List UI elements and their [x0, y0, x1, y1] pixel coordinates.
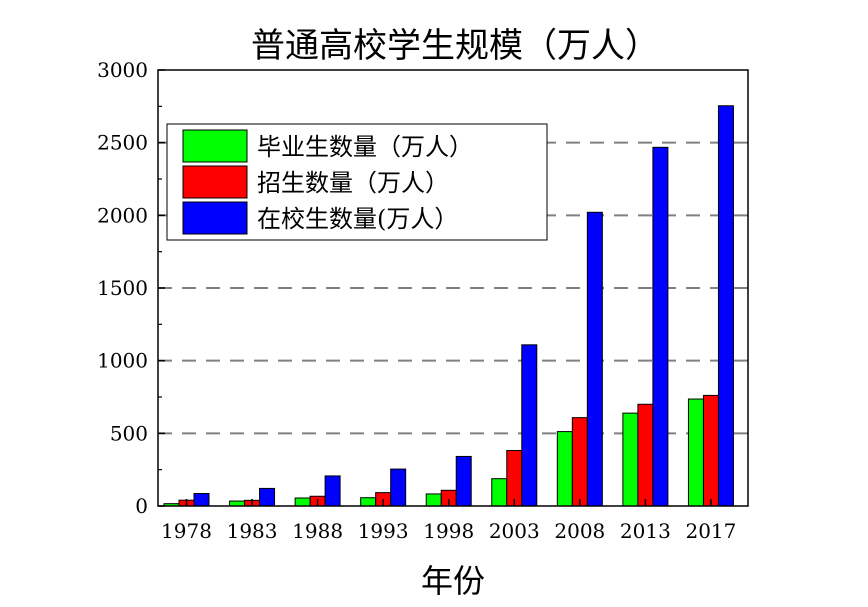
- bar-1-2013: [622, 412, 639, 507]
- y-tick-label: 1000: [97, 349, 148, 373]
- bar-3-2017: [717, 105, 734, 507]
- legend-swatch: [182, 129, 248, 163]
- bar-2-2017: [702, 394, 719, 507]
- chart-title: 普通高校学生规模（万人）: [251, 26, 659, 66]
- y-tick-label: 500: [110, 421, 148, 445]
- bar-1-1993: [360, 497, 377, 507]
- bar-3-1988: [324, 475, 341, 507]
- bar-3-1983: [259, 487, 276, 507]
- y-tick-label: 3000: [97, 58, 148, 82]
- x-axis-label: 年份: [421, 562, 485, 600]
- x-tick-label: 1983: [227, 519, 278, 543]
- y-tick-label: 1500: [97, 276, 148, 300]
- bar-1-2017: [687, 398, 704, 507]
- y-axis: 0 500 1000 1500 2000 2500 3000: [97, 58, 165, 518]
- y-tick-label: 2500: [97, 131, 148, 155]
- x-axis: 1978 1983 1988 1993 1998 2003 2008 2013 2017: [161, 499, 736, 543]
- x-tick-label: 1998: [423, 519, 474, 543]
- bar-1-1988: [294, 497, 311, 507]
- bar-1-2008: [556, 431, 573, 507]
- x-tick-label: 1993: [358, 519, 409, 543]
- bar-3-2008: [586, 211, 603, 507]
- legend-swatch: [182, 201, 248, 235]
- x-tick-label: 2008: [554, 519, 605, 543]
- bar-1-1998: [425, 493, 442, 507]
- x-tick-label: 1978: [161, 519, 212, 543]
- legend-label: 毕业生数量（万人）: [257, 133, 473, 161]
- x-tick-label: 2013: [620, 519, 671, 543]
- y-tick-label: 0: [135, 494, 148, 518]
- legend-label: 在校生数量(万人）: [257, 205, 458, 233]
- bar-2-2013: [637, 403, 654, 507]
- bar-1-2003: [491, 478, 508, 507]
- bar-3-2003: [521, 344, 538, 507]
- x-tick-label: 2003: [489, 519, 540, 543]
- bars: [163, 105, 734, 507]
- legend-swatch: [182, 165, 248, 199]
- x-tick-label: 1988: [292, 519, 343, 543]
- bar-2-2008: [571, 417, 588, 507]
- y-tick-label: 2000: [97, 203, 148, 227]
- legend: 毕业生数量（万人） 招生数量（万人） 在校生数量(万人）: [166, 123, 548, 241]
- legend-label: 招生数量（万人）: [257, 169, 449, 197]
- bar-3-1993: [390, 468, 407, 507]
- bar-3-1998: [455, 455, 472, 507]
- bar-3-1978: [193, 493, 210, 507]
- bar-2-2003: [506, 449, 523, 507]
- x-tick-label: 2017: [685, 519, 736, 543]
- bar-3-2013: [652, 146, 669, 507]
